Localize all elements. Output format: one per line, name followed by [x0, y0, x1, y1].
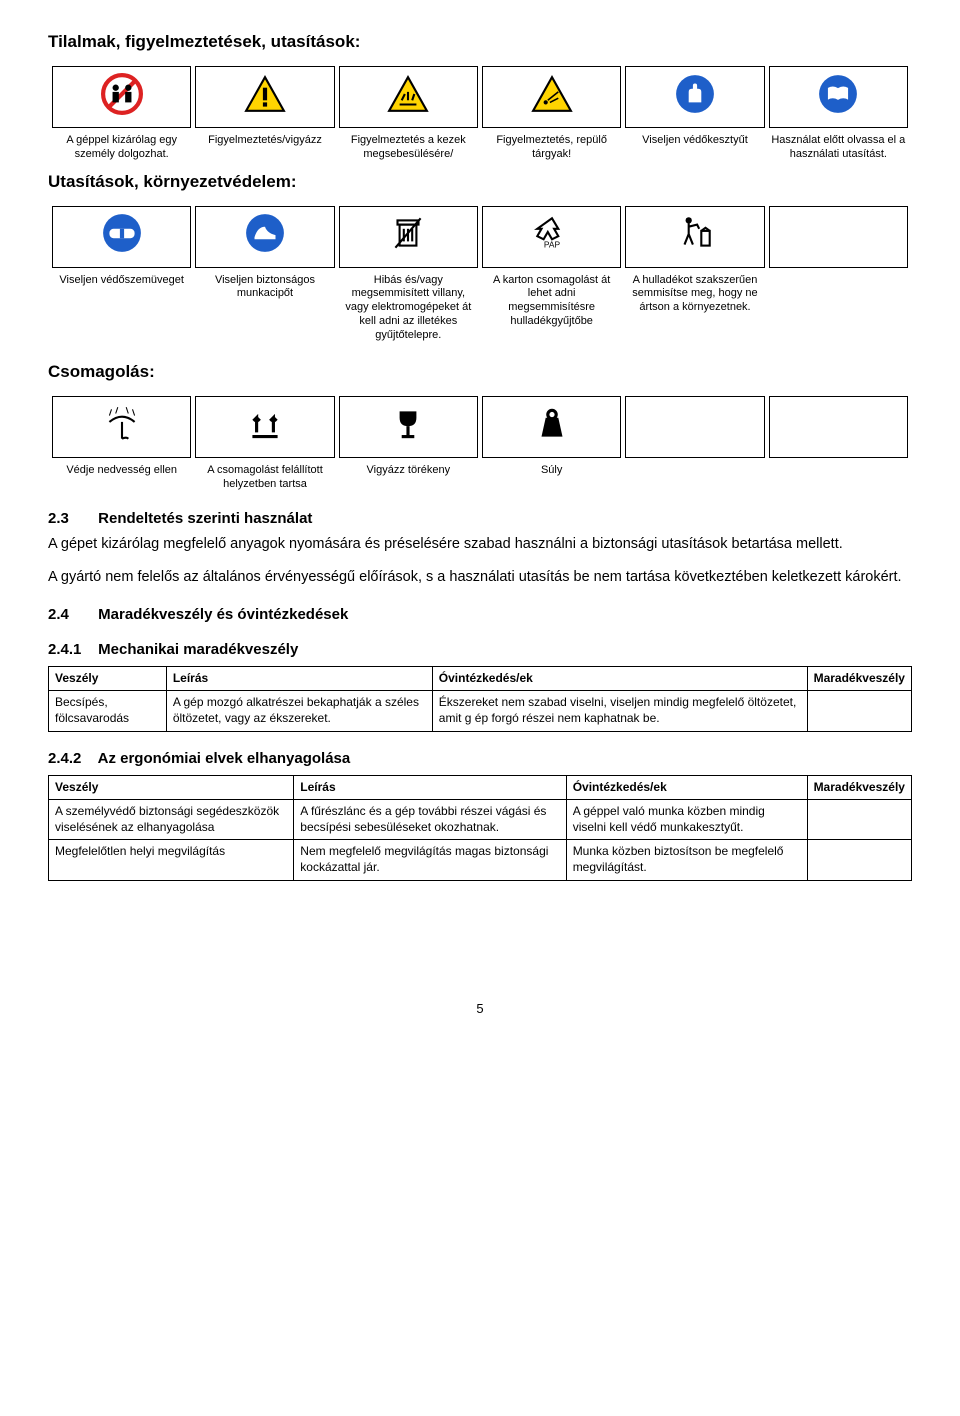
label: Figyelmeztetés/vigyázz: [195, 128, 334, 162]
symbols-row3: Védje nedvesség ellen A csomagolást felá…: [48, 396, 912, 492]
heading-2-4-2: 2.4.2 Az ergonómiai elvek elhanyagolása: [48, 750, 912, 767]
label: [625, 458, 764, 492]
heading-2-4: 2.4 Maradékveszély és óvintézkedések: [48, 606, 912, 623]
cell: Munka közben biztosítson be megfelelő me…: [566, 840, 807, 880]
cell: Becsípés, fölcsavarodás: [49, 691, 167, 731]
empty-cell: [769, 396, 908, 458]
cell: [807, 691, 911, 731]
col-hazard: Veszély: [49, 775, 294, 800]
label: A géppel kizárólag egy személy dolgozhat…: [52, 128, 191, 162]
txt: Maradékveszély és óvintézkedések: [98, 606, 348, 623]
para-2-3-a: A gépet kizárólag megfelelő anyagok nyom…: [48, 535, 912, 555]
hazard-table-2: Veszély Leírás Óvintézkedés/ek Maradékve…: [48, 775, 912, 881]
cell: A géppel való munka közben mindig viseln…: [566, 800, 807, 840]
col-residual: Maradékveszély: [807, 775, 911, 800]
cell: Ékszereket nem szabad viselni, viseljen …: [432, 691, 807, 731]
label: Vigyázz törékeny: [339, 458, 478, 492]
empty-cell: [625, 396, 764, 458]
empty-cell: [769, 206, 908, 268]
para-2-3-b: A gyártó nem felelős az általános érvény…: [48, 568, 912, 588]
label: Védje nedvesség ellen: [52, 458, 191, 492]
wear-safety-shoes-icon: [195, 206, 334, 268]
col-desc: Leírás: [294, 775, 566, 800]
svg-text:PAP: PAP: [544, 240, 561, 250]
hazard-table-1: Veszély Leírás Óvintézkedés/ek Maradékve…: [48, 666, 912, 732]
num: 2.4.2: [48, 750, 94, 767]
wear-gloves-icon: [625, 66, 764, 128]
read-manual-icon: [769, 66, 908, 128]
cell: Nem megfelelő megvilágítás magas biztons…: [294, 840, 566, 880]
table-row: Becsípés, fölcsavarodás A gép mozgó alka…: [49, 691, 912, 731]
col-hazard: Veszély: [49, 666, 167, 691]
num: 2.3: [48, 510, 94, 527]
txt: Az ergonómiai elvek elhanyagolása: [98, 750, 351, 767]
num: 2.4.1: [48, 641, 94, 658]
prohibit-two-persons-icon: [52, 66, 191, 128]
weee-bin-icon: [339, 206, 478, 268]
label: [769, 268, 908, 343]
cell: A személyvédő biztonsági segédeszközök v…: [49, 800, 294, 840]
warning-flying-objects-icon: [482, 66, 621, 128]
dispose-waste-icon: [625, 206, 764, 268]
label: Figyelmeztetés, repülő tárgyak!: [482, 128, 621, 162]
page-number: 5: [48, 1001, 912, 1016]
label: Viseljen védőszemüveget: [52, 268, 191, 343]
fragile-icon: [339, 396, 478, 458]
heading-prohibitions: Tilalmak, figyelmeztetések, utasítások:: [48, 32, 912, 52]
table-row: Megfelelőtlen helyi megvilágítás Nem meg…: [49, 840, 912, 880]
col-desc: Leírás: [166, 666, 432, 691]
wear-goggles-icon: [52, 206, 191, 268]
label: Súly: [482, 458, 621, 492]
col-measure: Óvintézkedés/ek: [566, 775, 807, 800]
symbols-row1: A géppel kizárólag egy személy dolgozhat…: [48, 66, 912, 162]
txt: Rendeltetés szerinti használat: [98, 510, 312, 527]
table-row: A személyvédő biztonsági segédeszközök v…: [49, 800, 912, 840]
weight-icon: [482, 396, 621, 458]
label: A hulladékot szakszerűen semmisítse meg,…: [625, 268, 764, 343]
label: Viseljen védőkesztyűt: [625, 128, 764, 162]
recycle-cardboard-icon: PAP: [482, 206, 621, 268]
label: Hibás és/vagy megsemmisített villany, va…: [339, 268, 478, 343]
cell: A gép mozgó alkatrészei bekaphatják a sz…: [166, 691, 432, 731]
label: Használat előtt olvassa el a használati …: [769, 128, 908, 162]
label: Viseljen biztonságos munkacipőt: [195, 268, 334, 343]
this-way-up-icon: [195, 396, 334, 458]
col-residual: Maradékveszély: [807, 666, 911, 691]
txt: Mechanikai maradékveszély: [98, 641, 298, 658]
cell: Megfelelőtlen helyi megvilágítás: [49, 840, 294, 880]
symbols-row2: PAP Viseljen védőszemüveget Viseljen biz…: [48, 206, 912, 343]
heading-2-3: 2.3 Rendeltetés szerinti használat: [48, 510, 912, 527]
label: [769, 458, 908, 492]
warning-hand-injury-icon: [339, 66, 478, 128]
num: 2.4: [48, 606, 94, 623]
keep-dry-icon: [52, 396, 191, 458]
cell: [807, 800, 911, 840]
label: Figyelmeztetés a kezek megsebesülésére/: [339, 128, 478, 162]
warning-general-icon: [195, 66, 334, 128]
heading-2-4-1: 2.4.1 Mechanikai maradékveszély: [48, 641, 912, 658]
col-measure: Óvintézkedés/ek: [432, 666, 807, 691]
cell: [807, 840, 911, 880]
cell: A fűrészlánc és a gép további részei vág…: [294, 800, 566, 840]
label: A karton csomagolást át lehet adni megse…: [482, 268, 621, 343]
heading-packaging: Csomagolás:: [48, 362, 912, 382]
heading-environment: Utasítások, környezetvédelem:: [48, 172, 912, 192]
label: A csomagolást felállított helyzetben tar…: [195, 458, 334, 492]
